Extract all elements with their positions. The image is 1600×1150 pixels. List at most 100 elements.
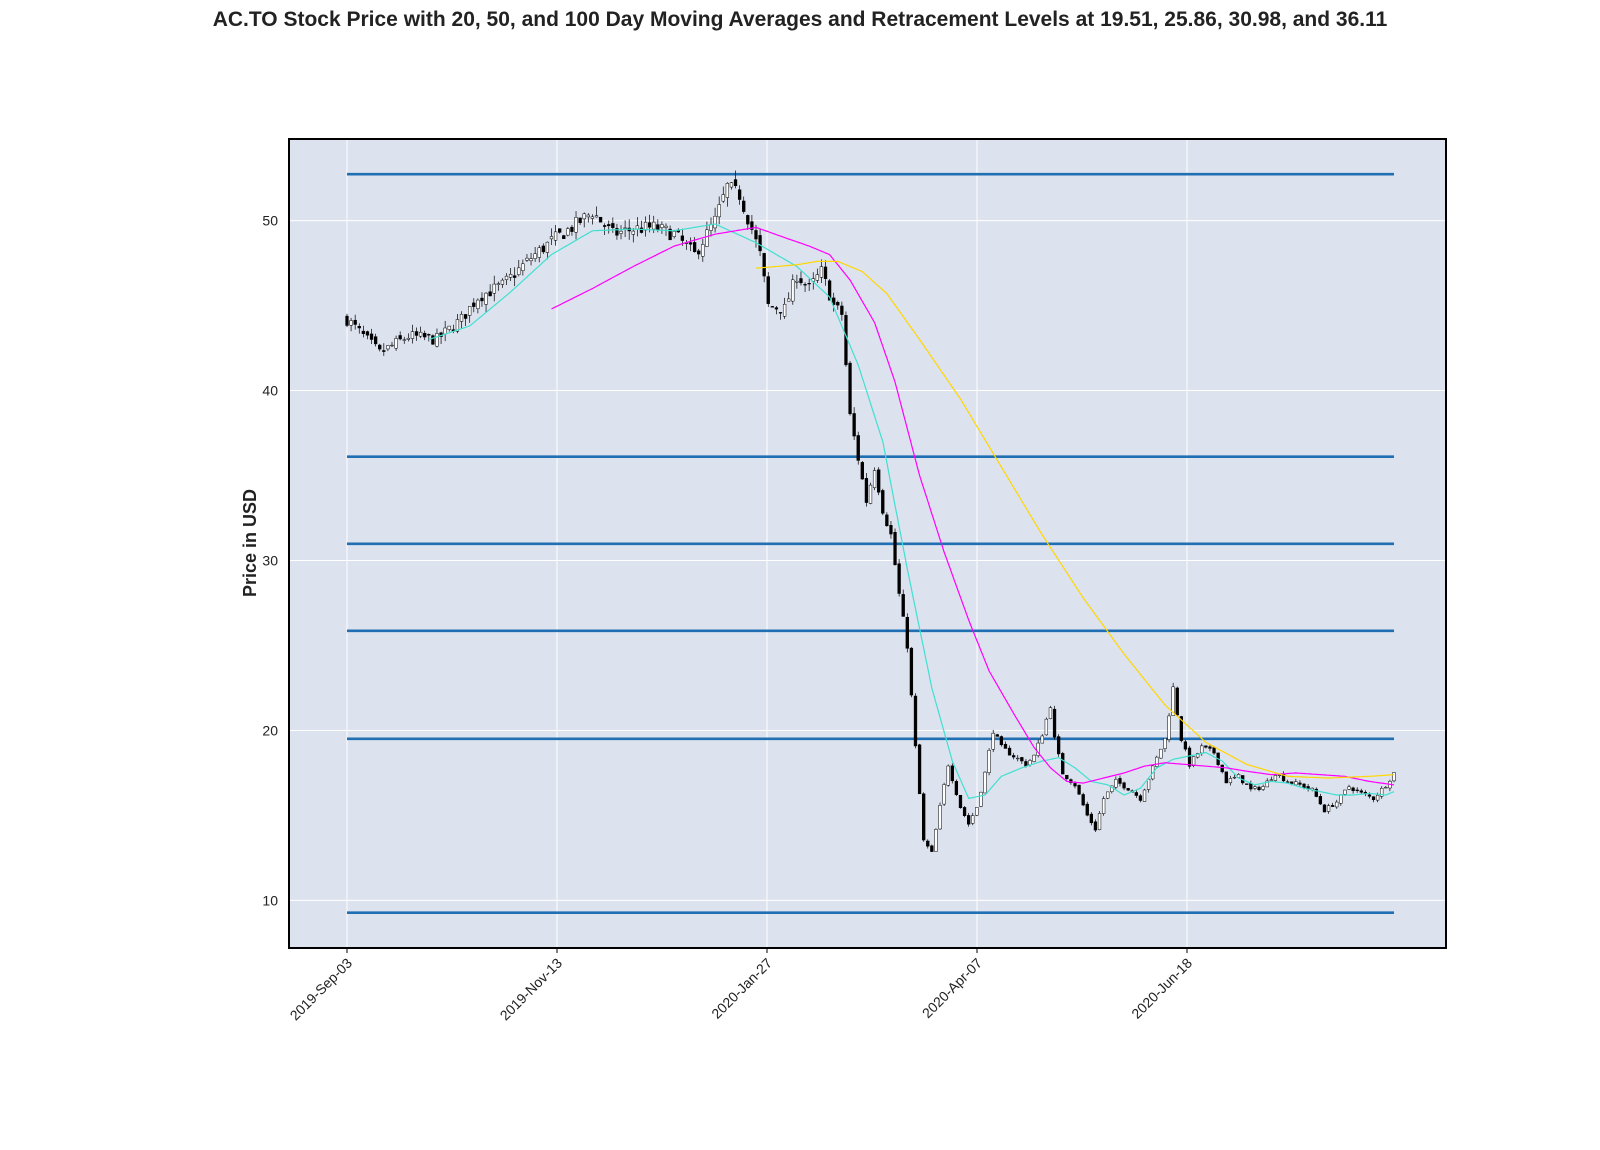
candle-body	[558, 228, 562, 233]
candle-body	[1073, 783, 1077, 787]
candle-body	[1302, 783, 1306, 788]
candle-body	[729, 182, 734, 188]
candle-body	[1204, 745, 1208, 748]
candle-body	[594, 215, 599, 218]
candle-body	[1187, 747, 1192, 767]
candle-body	[1146, 778, 1151, 790]
candle-body	[1032, 754, 1036, 762]
candle-body	[623, 227, 627, 229]
candle-body	[848, 362, 852, 415]
candle-body	[1261, 786, 1265, 790]
x-tick-label: 2019-Sep-03	[287, 955, 356, 1024]
candle-body	[562, 235, 566, 239]
candle-body	[1007, 747, 1012, 756]
candle-body	[889, 525, 893, 535]
candle-body	[1359, 790, 1363, 793]
candle-body	[1093, 821, 1098, 831]
candle-body	[447, 325, 451, 330]
candle-body	[893, 532, 897, 566]
candle-body	[631, 230, 635, 235]
candle-body	[1351, 787, 1355, 792]
candle-body	[533, 253, 537, 259]
retracement-levels	[347, 172, 1394, 914]
candle-body	[1028, 760, 1032, 766]
candle-body	[958, 794, 963, 808]
candle-body	[459, 314, 464, 322]
candle-body	[1326, 805, 1331, 812]
candle-body	[468, 306, 472, 316]
y-tick-label: 20	[262, 722, 278, 738]
candle-body	[770, 306, 774, 308]
candle-body	[701, 244, 705, 257]
candle-body	[836, 302, 840, 306]
ma-line-20	[428, 223, 1395, 800]
candle-body	[1380, 787, 1384, 797]
candle-body	[615, 228, 619, 236]
candle-body	[1212, 747, 1216, 754]
candle-body	[1114, 779, 1118, 788]
candle-body	[1167, 715, 1171, 740]
candle-body	[1220, 764, 1224, 773]
candle-body	[1089, 813, 1094, 824]
candle-body	[1384, 786, 1388, 789]
candle-body	[1371, 796, 1376, 801]
candle-body	[349, 320, 353, 326]
candle-body	[754, 230, 758, 240]
candle-body	[537, 247, 541, 258]
candle-body	[472, 302, 476, 307]
candle-body	[1196, 753, 1200, 758]
candle-body	[480, 297, 484, 302]
candle-body	[680, 235, 685, 241]
candle-body	[1277, 774, 1282, 776]
y-tick-label: 10	[262, 892, 278, 908]
candle-body	[778, 312, 783, 314]
candle-body	[435, 333, 439, 347]
candle-body	[815, 274, 819, 281]
candle-body	[1155, 756, 1159, 767]
candle-body	[803, 284, 807, 286]
candle-body	[917, 744, 922, 795]
candle-body	[1339, 794, 1343, 804]
x-tick-label: 2020-Apr-07	[919, 955, 985, 1021]
candle-body	[1228, 778, 1233, 784]
candle-body	[1159, 748, 1163, 759]
candle-body	[799, 278, 803, 284]
candle-body	[373, 336, 378, 345]
candle-body	[484, 292, 488, 305]
candle-body	[844, 315, 848, 366]
candle-body	[1142, 789, 1147, 802]
candle-body	[934, 829, 938, 852]
ma-line-50	[551, 226, 1395, 786]
candle-body	[553, 231, 558, 241]
candle-body	[369, 333, 374, 340]
x-tick-labels: 2019-Sep-03 2019-Nov-13 2020-Jan-27 2020-Ap…	[287, 948, 1195, 1024]
candle-body	[586, 214, 590, 218]
x-tick-label: 2020-Jan-27	[708, 955, 775, 1022]
candle-body	[529, 258, 533, 262]
candle-body	[664, 225, 668, 228]
candle-body	[1065, 774, 1069, 780]
candle-body	[750, 221, 754, 230]
candle-body	[758, 235, 762, 252]
candle-body	[639, 227, 644, 233]
candle-body	[1191, 756, 1196, 767]
candle-body	[774, 307, 779, 310]
candle-body	[611, 223, 615, 228]
candle-body	[930, 845, 934, 852]
candle-body	[652, 221, 656, 230]
candle-body	[545, 241, 550, 253]
candle-body	[668, 228, 672, 241]
candle-body	[1118, 778, 1122, 784]
candle-body	[1134, 792, 1138, 796]
candle-body	[390, 344, 394, 347]
candle-body	[1077, 784, 1081, 795]
candle-body	[590, 216, 595, 219]
candle-body	[423, 332, 427, 338]
candle-body	[406, 337, 410, 340]
candle-body	[1232, 776, 1237, 779]
candle-body	[1286, 781, 1290, 783]
candle-body	[766, 276, 770, 304]
candle-body	[926, 840, 930, 847]
candle-body	[1335, 801, 1339, 808]
